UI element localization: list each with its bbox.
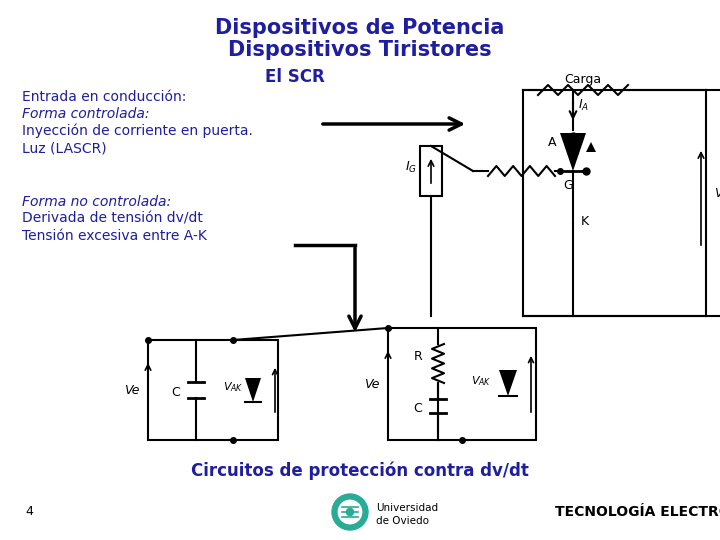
Text: Entrada en conducción:: Entrada en conducción: [22, 90, 186, 104]
Text: $V_{AK}$: $V_{AK}$ [471, 374, 492, 388]
Polygon shape [245, 378, 261, 402]
Text: El SCR: El SCR [265, 68, 325, 86]
Circle shape [338, 500, 361, 524]
Text: K: K [581, 215, 589, 228]
Text: Carga: Carga [564, 73, 602, 86]
Text: C: C [171, 387, 181, 400]
Text: Ve: Ve [364, 377, 380, 390]
Bar [388, 328, 536, 440]
Text: Dispositivos Tiristores: Dispositivos Tiristores [228, 40, 492, 60]
Text: Forma no controlada:: Forma no controlada: [22, 195, 171, 209]
Text: $V_{AK}$: $V_{AK}$ [714, 187, 720, 202]
Text: TECNOLOGÍA ELECTRÓNICA: TECNOLOGÍA ELECTRÓNICA [555, 505, 720, 519]
Text: A: A [548, 136, 557, 149]
Text: Ve: Ve [125, 383, 140, 396]
Bar [420, 146, 442, 196]
Text: G: G [563, 179, 572, 192]
Text: Inyección de corriente en puerta.: Inyección de corriente en puerta. [22, 124, 253, 138]
Text: 4: 4 [25, 505, 33, 518]
Text: Dispositivos de Potencia: Dispositivos de Potencia [215, 18, 505, 38]
Text: $I_G$: $I_G$ [405, 160, 417, 175]
Polygon shape [499, 370, 517, 396]
Text: C: C [413, 402, 423, 415]
Text: Derivada de tensión dv/dt: Derivada de tensión dv/dt [22, 212, 203, 226]
Polygon shape [586, 142, 596, 152]
Circle shape [332, 494, 368, 530]
Polygon shape [560, 133, 586, 171]
Text: Tensión excesiva entre A-K: Tensión excesiva entre A-K [22, 229, 207, 243]
Bar [148, 340, 278, 440]
Text: Circuitos de protección contra dv/dt: Circuitos de protección contra dv/dt [191, 462, 529, 481]
Text: Forma controlada:: Forma controlada: [22, 107, 150, 121]
Text: $I_A$: $I_A$ [578, 98, 589, 113]
Text: $V_{AK}$: $V_{AK}$ [223, 380, 243, 394]
Text: Universidad
de Oviedo: Universidad de Oviedo [376, 503, 438, 526]
Text: R: R [413, 349, 423, 362]
Text: Luz (LASCR): Luz (LASCR) [22, 141, 107, 155]
Circle shape [346, 508, 354, 516]
